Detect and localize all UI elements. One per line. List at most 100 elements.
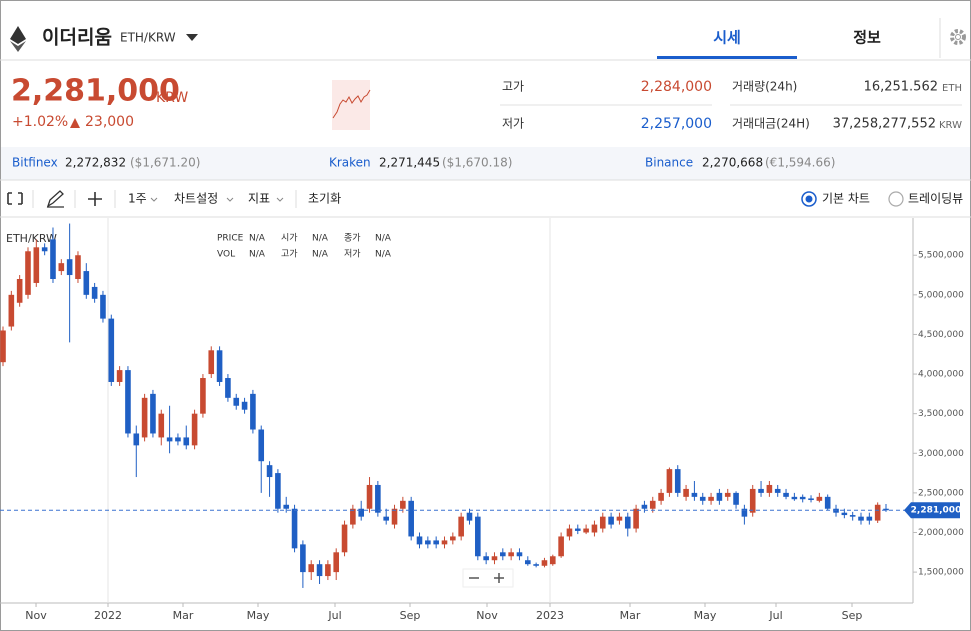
candle-body	[716, 492, 723, 501]
candle-body	[799, 496, 806, 500]
candle-body	[141, 397, 148, 438]
candle-body	[866, 516, 873, 521]
x-tick-label: Jul	[768, 609, 782, 622]
candle-body	[433, 540, 439, 545]
y-tick-label: 4,000,000	[918, 370, 964, 380]
exchange-price: 2,272,832	[65, 156, 126, 170]
current-price-tag	[904, 502, 960, 519]
candle-body	[366, 484, 373, 509]
draw-icon[interactable]	[46, 190, 64, 208]
stat-value: 37,258,277,552	[833, 117, 936, 132]
candle-body	[641, 504, 648, 509]
candle-body	[699, 496, 706, 501]
candle-body	[133, 433, 140, 446]
x-tick-label: May	[247, 609, 270, 622]
legend-label: 시가	[281, 233, 298, 244]
x-tick-label: Jul	[327, 609, 341, 622]
chart-settings[interactable]: 차트설정	[174, 192, 218, 206]
stat-label: 거래량(24h)	[732, 80, 797, 94]
x-tick-label: Nov	[476, 609, 498, 622]
candle-body	[591, 524, 598, 533]
candle-body	[258, 429, 265, 462]
exchange-bar	[1, 147, 970, 180]
tab[interactable]: 시세	[713, 29, 741, 47]
radio-label[interactable]: 트레이딩뷰	[908, 192, 963, 206]
exchange-list: Bitfinex 2,272,832 ($1,671.20) Kraken 2,271,…	[12, 156, 835, 170]
x-tick-label: 2023	[536, 609, 564, 622]
interval[interactable]: 1주	[128, 192, 147, 206]
candle-body	[383, 516, 389, 521]
radio-label[interactable]: 기본 차트	[822, 192, 870, 206]
candle-body	[766, 484, 773, 493]
zoom-in[interactable]	[494, 573, 504, 583]
exchange-fx: ($1,670.18)	[442, 156, 512, 170]
candle-body	[283, 504, 290, 509]
candle-body	[599, 516, 606, 529]
fullscreen-icon[interactable]	[7, 192, 23, 205]
radio[interactable]	[888, 191, 904, 207]
candle-body	[266, 465, 273, 478]
candle-body	[883, 508, 889, 511]
candle-body	[66, 259, 73, 276]
stat-label: 저가	[502, 117, 524, 131]
indicators[interactable]: 지표	[248, 192, 270, 206]
dropdown-arrow[interactable]	[186, 34, 198, 41]
candle-body	[0, 330, 6, 363]
candle-body	[183, 437, 190, 446]
candle-body	[624, 516, 631, 529]
tab[interactable]: 정보	[853, 29, 881, 47]
candle-body	[824, 496, 831, 509]
reset[interactable]: 초기화	[308, 192, 341, 206]
x-tick-label: Sep	[400, 609, 421, 622]
chart-symbol: ETH/KRW	[6, 232, 57, 245]
legend-label: 종가	[344, 233, 361, 244]
eth-icon	[10, 26, 26, 44]
coin-pair: ETH/KRW	[120, 31, 176, 45]
candle-body	[216, 350, 223, 382]
candle-body	[475, 516, 481, 557]
stat-value: 16,251.562	[864, 80, 938, 95]
eth-icon-bottom	[10, 41, 26, 52]
candle-body	[749, 488, 756, 513]
settings-icon[interactable]	[950, 29, 966, 45]
exchange-price: 2,270,668	[702, 156, 763, 170]
candle-body	[341, 524, 348, 553]
candle-body	[791, 496, 798, 500]
candle-body	[158, 413, 165, 438]
candle-body	[58, 263, 65, 272]
candle-body	[116, 370, 123, 382]
y-tick-label: 5,000,000	[918, 290, 964, 300]
x-tick-label: Sep	[842, 609, 863, 622]
candle-body	[200, 378, 206, 414]
candle-body	[191, 413, 198, 446]
legend-label: 고가	[281, 249, 298, 260]
exchange-name: Binance	[645, 156, 693, 170]
candle-body	[658, 492, 664, 501]
candle-body	[808, 498, 814, 501]
candle-body	[616, 516, 623, 521]
stat-label: 고가	[502, 80, 524, 94]
candle-body	[466, 512, 473, 521]
candle-body	[841, 512, 848, 516]
candle-body	[108, 318, 115, 382]
candle-body	[416, 536, 423, 545]
candle-body	[849, 515, 856, 517]
caret	[276, 197, 284, 202]
candle-body	[816, 496, 823, 501]
legend-label: VOL	[217, 250, 235, 260]
add-icon[interactable]	[88, 192, 102, 206]
candle-body	[16, 278, 23, 303]
sparkline	[332, 89, 371, 119]
candle-body	[208, 350, 215, 375]
candle-body	[50, 239, 56, 279]
legend-label: PRICE	[217, 234, 244, 244]
change-rate: +1.02%	[12, 114, 68, 130]
stat-value: 2,284,000	[641, 79, 712, 95]
candle-body	[333, 552, 340, 573]
current-price-label: 2,281,000	[911, 506, 962, 516]
x-tick-label: May	[694, 609, 717, 622]
candle-body	[350, 508, 356, 525]
candle-body	[458, 516, 464, 537]
y-tick-label: 4,500,000	[918, 330, 964, 340]
